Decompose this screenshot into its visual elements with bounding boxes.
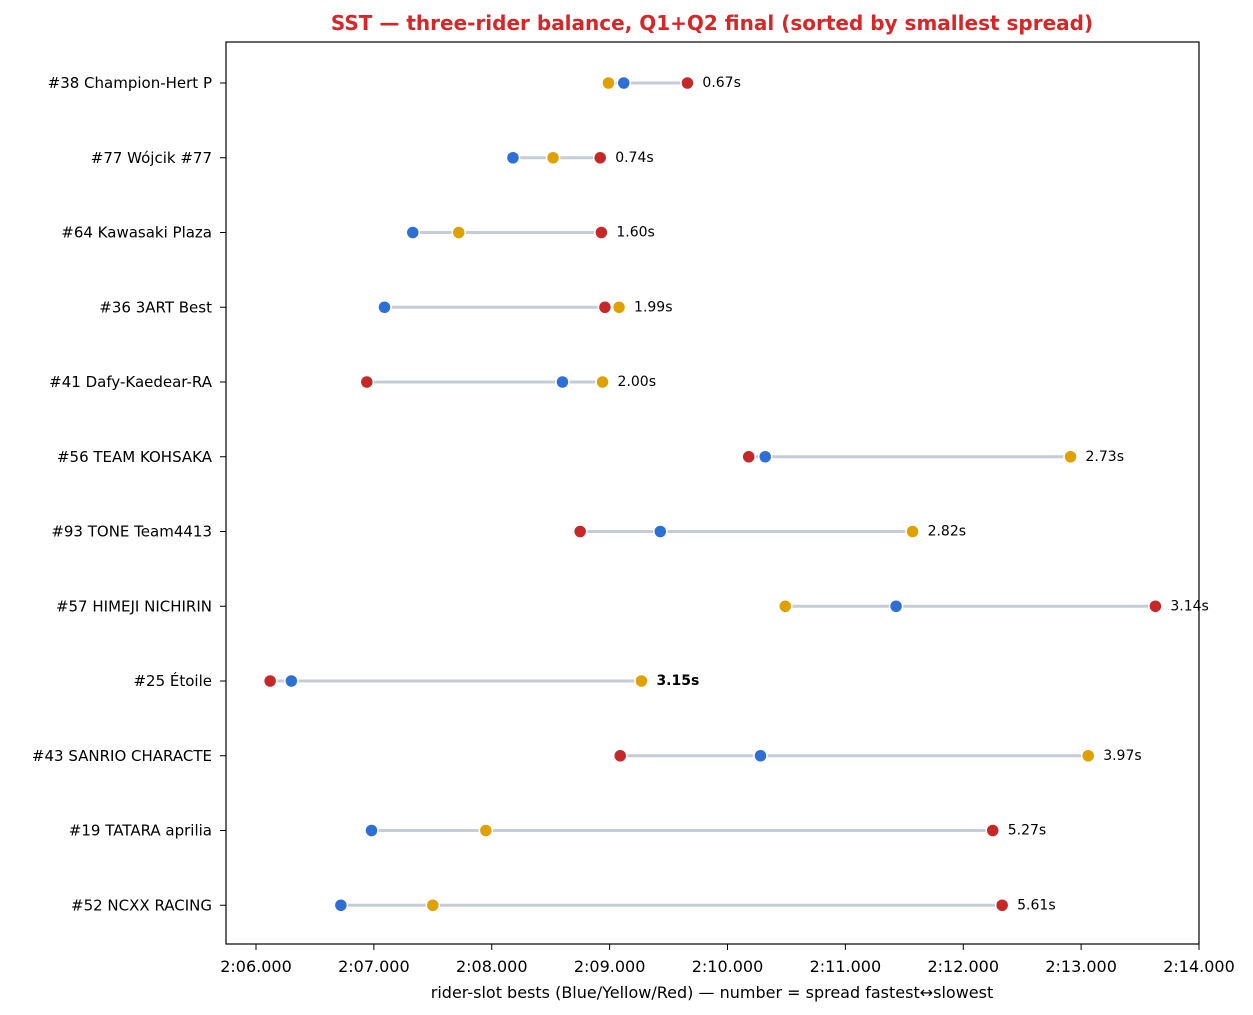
team-label: #56 TEAM KOHSAKA (57, 448, 213, 466)
spread-label: 3.97s (1103, 748, 1141, 764)
yellow-rider-point (595, 374, 610, 390)
blue-rider-point (753, 748, 768, 763)
x-axis-label: rider-slot bests (Blue/Yellow/Red) — num… (431, 983, 993, 1002)
spread-label: 0.74s (615, 150, 653, 166)
team-label: #36 3ART Best (99, 298, 212, 316)
red-rider-point (262, 673, 278, 689)
yellow-rider-point (601, 75, 616, 91)
red-rider-point (592, 150, 608, 165)
spread-label: 1.99s (634, 299, 672, 315)
red-rider-point (597, 300, 613, 315)
spread-label: 3.14s (1170, 598, 1208, 614)
team-label: #64 Kawasaki Plaza (61, 224, 212, 242)
blue-rider-point (757, 449, 773, 464)
red-rider-point (572, 524, 588, 539)
x-tick-label: 2:06.000 (220, 957, 292, 976)
team-row: #57 HIMEJI NICHIRIN 3.14s (56, 597, 1209, 615)
x-tick-label: 2:07.000 (338, 957, 410, 976)
yellow-rider-point (634, 673, 649, 689)
red-rider-point (985, 823, 1000, 838)
yellow-rider-point (478, 823, 494, 838)
team-label: #52 NCXX RACING (71, 896, 212, 914)
team-label: #77 Wójcik #77 (91, 149, 212, 167)
yellow-rider-point (611, 300, 627, 315)
yellow-rider-point (905, 524, 920, 539)
spread-label: 3.15s (656, 673, 699, 689)
blue-rider-point (653, 524, 668, 539)
team-row: #25 Étoile 3.15s (133, 671, 699, 690)
x-tick-label: 2:14.000 (1163, 957, 1235, 976)
team-row: #43 SANRIO CHARACTE 3.97s (32, 747, 1142, 765)
red-rider-point (612, 748, 628, 763)
red-rider-point (359, 374, 375, 390)
red-rider-point (741, 449, 756, 464)
team-row: #38 Champion-Hert P 0.67s (48, 74, 741, 92)
blue-rider-point (377, 300, 392, 315)
yellow-rider-point (1080, 748, 1096, 763)
blue-rider-point (333, 898, 349, 913)
yellow-rider-point (451, 225, 466, 240)
blue-rider-point (616, 75, 632, 91)
spread-label: 2.00s (618, 374, 656, 390)
x-tick-label: 2:09.000 (574, 957, 646, 976)
chart-rows: #38 Champion-Hert P 0.67s #77 Wójcik #77 0.… (32, 74, 1209, 914)
team-label: #93 TONE Team4413 (51, 523, 212, 541)
x-axis: 2:06.000 2:07.000 2:08.000 2:09.000 2:10.000… (220, 944, 1235, 976)
red-rider-point (594, 225, 609, 240)
spread-label: 5.61s (1017, 897, 1055, 913)
blue-rider-point (505, 150, 521, 165)
chart-title: SST — three-rider balance, Q1+Q2 final (… (331, 11, 1093, 35)
blue-rider-point (888, 599, 904, 614)
team-label: #19 TATARA aprilia (69, 822, 212, 840)
team-row: #19 TATARA aprilia 5.27s (69, 822, 1046, 840)
red-rider-point (680, 75, 695, 91)
team-row: #41 Dafy-Kaedear-RA 2.00s (49, 373, 656, 391)
plot-frame (225, 41, 1200, 945)
x-tick-label: 2:10.000 (692, 957, 764, 976)
blue-rider-point (364, 823, 379, 838)
team-label: #41 Dafy-Kaedear-RA (49, 373, 213, 391)
spread-label: 0.67s (702, 75, 740, 91)
team-label: #38 Champion-Hert P (48, 74, 212, 92)
team-row: #52 NCXX RACING 5.61s (71, 896, 1056, 914)
team-row: #56 TEAM KOHSAKA 2.73s (57, 448, 1124, 466)
team-row: #77 Wójcik #77 0.74s (91, 149, 654, 167)
x-tick-label: 2:12.000 (927, 957, 999, 976)
team-label: #57 HIMEJI NICHIRIN (56, 597, 212, 615)
spread-label: 5.27s (1008, 823, 1046, 839)
blue-rider-point (405, 225, 421, 240)
yellow-rider-point (545, 150, 561, 165)
x-tick-label: 2:13.000 (1045, 957, 1117, 976)
yellow-rider-point (778, 599, 793, 614)
team-label: #25 Étoile (133, 671, 212, 690)
blue-rider-point (284, 673, 299, 689)
team-label: #43 SANRIO CHARACTE (32, 747, 212, 765)
spread-label: 1.60s (616, 225, 654, 241)
team-row: #64 Kawasaki Plaza 1.60s (61, 224, 655, 242)
spread-label: 2.73s (1086, 449, 1124, 465)
yellow-rider-point (1063, 449, 1078, 464)
spread-label: 2.82s (928, 524, 966, 540)
team-row: #36 3ART Best 1.99s (99, 298, 672, 316)
x-tick-label: 2:11.000 (810, 957, 882, 976)
red-rider-point (994, 898, 1010, 913)
x-tick-label: 2:08.000 (456, 957, 528, 976)
yellow-rider-point (425, 898, 441, 913)
blue-rider-point (555, 374, 570, 390)
red-rider-point (1148, 599, 1163, 614)
team-row: #93 TONE Team4413 2.82s (51, 523, 966, 541)
